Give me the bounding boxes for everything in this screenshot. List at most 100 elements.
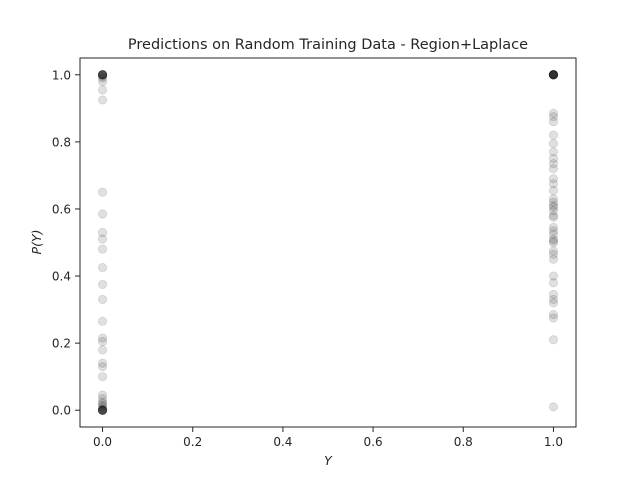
data-point [97,405,108,415]
y-tick-label: 0.6 [52,202,71,216]
data-point [548,335,559,345]
data-point [97,345,108,355]
data-point [548,212,559,222]
data-point [548,201,559,211]
data-point [548,298,559,308]
x-axis-label: Y [324,453,333,468]
data-point [97,333,108,343]
data-point [548,70,559,80]
data-point [548,278,559,288]
data-point [548,70,559,80]
data-point [548,70,559,80]
data-point [97,95,108,105]
data-point [97,209,108,219]
data-point [548,211,559,221]
data-point [548,70,559,80]
data-point [548,222,559,232]
y-tick-label: 0.4 [52,270,71,284]
data-point [548,179,559,189]
data-point [548,202,559,212]
data-point [548,313,559,323]
data-point [548,147,559,157]
data-point [97,70,108,80]
x-tick-label: 0.2 [183,435,202,449]
data-point [97,405,108,415]
data-point [548,174,559,184]
x-tick-label: 0.6 [364,435,383,449]
data-point [97,405,108,415]
data-point [97,294,108,305]
data-point [97,234,108,244]
x-tick-label: 1.0 [544,435,563,449]
data-point [97,402,108,412]
data-point [548,206,559,216]
data-point [97,70,108,80]
data-point [548,70,559,80]
data-point [548,310,559,320]
data-point [97,405,108,415]
chart-title: Predictions on Random Training Data - Re… [128,37,528,53]
y-tick-label: 0.0 [52,404,71,418]
data-point [548,197,559,207]
data-point [548,254,559,264]
data-point [548,70,559,80]
data-point [548,70,559,80]
points-layer [97,70,559,415]
data-point [548,70,559,80]
data-point [97,405,108,415]
data-point [548,236,559,246]
data-point [548,246,559,256]
data-point [97,400,108,410]
data-point [548,70,559,80]
data-point [548,294,559,305]
data-point [548,70,559,80]
data-point [97,336,108,347]
data-point [97,70,108,80]
x-tick-label: 0.8 [454,435,473,449]
y-tick-label: 0.2 [52,337,71,351]
data-point [548,164,559,174]
data-point [97,227,108,238]
data-point [548,271,559,281]
data-point [548,237,559,248]
data-point [548,154,559,164]
y-axis: 0.0 0.2 0.4 0.6 0.8 1.0 [52,68,80,418]
y-axis-label: P(Y) [29,230,44,255]
data-point [97,397,108,407]
data-point [97,403,108,414]
data-point [548,289,559,300]
x-tick-label: 0.4 [273,435,292,449]
data-point [97,70,108,80]
data-point [97,187,108,197]
data-point [548,226,559,236]
data-point [548,112,559,122]
data-point [548,117,559,127]
data-point [97,398,108,409]
data-point [97,393,108,404]
data-point [548,249,559,259]
data-point [97,358,108,368]
data-point [97,70,108,80]
data-point [97,279,108,290]
data-point [97,372,108,382]
data-point [548,70,559,80]
data-point [97,70,108,80]
data-point [548,130,559,140]
data-point [97,76,108,87]
data-point [548,194,559,204]
y-tick-label: 0.8 [52,135,71,149]
data-point [97,244,108,254]
y-tick-label: 1.0 [52,68,71,82]
data-point [97,390,108,400]
data-point [548,70,559,80]
data-point [548,138,559,149]
data-point [97,405,108,415]
data-point [97,316,108,326]
data-point [548,159,559,169]
data-point [97,405,108,415]
data-point [548,108,559,118]
x-tick-label: 0.0 [93,435,112,449]
data-point [97,73,108,83]
data-point [97,71,108,82]
